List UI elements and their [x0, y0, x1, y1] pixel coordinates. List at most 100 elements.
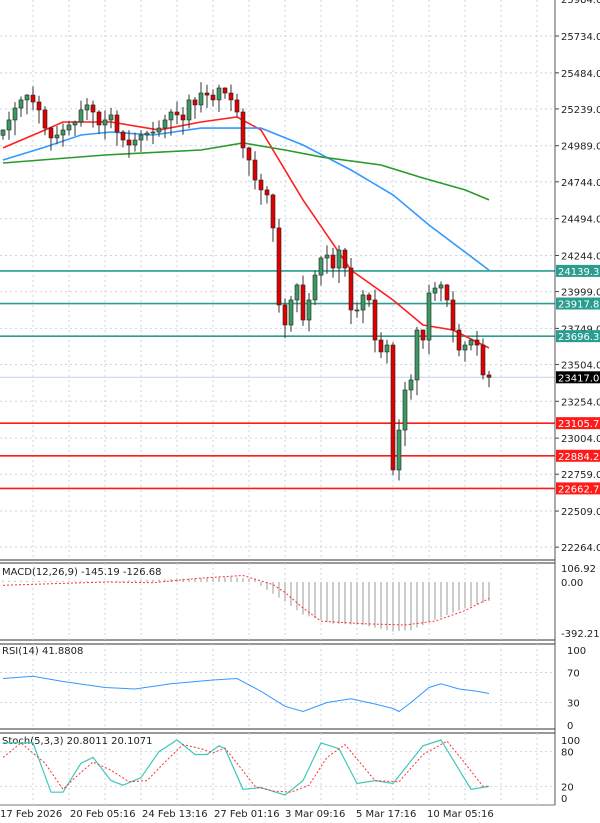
candle — [474, 339, 480, 346]
panel-gap — [0, 560, 555, 563]
candle — [84, 104, 90, 111]
moving-average-line — [2, 127, 490, 271]
macd-signal-line — [2, 574, 490, 626]
price-tick-label: 23749.0 — [561, 324, 600, 335]
stoch-signal-line — [2, 740, 489, 793]
price-tick-label: 25984.0 — [561, 0, 600, 6]
candle — [408, 379, 414, 391]
rsi-tick-label: 100 — [567, 646, 586, 657]
candle — [126, 139, 132, 146]
candle — [450, 299, 456, 331]
candle — [72, 121, 78, 126]
rsi-title: RSI(14) 41.8808 — [2, 646, 83, 657]
candle — [192, 99, 198, 106]
candle — [372, 299, 378, 341]
candle — [378, 339, 384, 353]
macd-title: MACD(12,26,9) -145.19 -126.68 — [2, 567, 162, 578]
price-tick-label: 22759.0 — [561, 470, 600, 481]
candle — [12, 107, 18, 121]
candle — [108, 114, 114, 121]
grid — [0, 0, 555, 806]
macd-panel: MACD(12,26,9) -145.19 -126.68 — [2, 567, 490, 632]
price-tick-label: 24744.0 — [561, 178, 600, 189]
candle — [138, 134, 144, 141]
stoch-panel: Stoch(5,3,3) 20.8011 20.1071 — [0, 736, 555, 796]
candle — [96, 111, 102, 126]
price-tick-label: 22509.0 — [561, 507, 600, 518]
candle — [234, 99, 240, 113]
candle — [432, 287, 438, 294]
candle — [354, 309, 360, 312]
candle — [216, 87, 222, 101]
moving-averages — [2, 116, 490, 349]
moving-average-line — [2, 116, 490, 349]
candle — [66, 124, 72, 131]
candle — [318, 257, 324, 276]
candle — [402, 389, 408, 431]
candles — [0, 82, 492, 481]
time-tick-label: 27 Feb 01:16 — [214, 809, 280, 819]
candle — [270, 194, 276, 229]
moving-average-line — [2, 142, 490, 201]
price-tick-label: 24494.0 — [561, 215, 600, 226]
price-tick-label: 22264.0 — [561, 543, 600, 554]
price-tick-label: 25734.0 — [561, 32, 600, 43]
price-axis[interactable]: 25984.0 25734.0 25484.0 25239.0 24989.0 24744… — [554, 0, 600, 805]
level-label-bg — [556, 482, 600, 495]
candle — [162, 119, 168, 129]
stoch-tick-label: 80 — [561, 748, 574, 759]
price-tick-label: 23504.0 — [561, 360, 600, 371]
candle — [48, 127, 54, 139]
time-tick-label: 5 Mar 17:16 — [356, 809, 416, 819]
stoch-main-line — [3, 739, 490, 796]
time-axis: 17 Feb 2026 20 Feb 05:16 24 Feb 13:16 27 Fe… — [0, 809, 494, 820]
time-tick-label: 17 Feb 2026 — [0, 809, 62, 819]
candle — [132, 139, 138, 146]
candle — [30, 94, 36, 103]
level-label-bg — [556, 330, 600, 343]
candle — [288, 299, 294, 326]
price-tick-label: 23999.0 — [561, 288, 600, 299]
time-tick-label: 24 Feb 13:16 — [142, 809, 208, 819]
macd-tick-label: 0.00 — [561, 578, 583, 589]
candle — [456, 329, 462, 351]
level-label: 23696.3 — [558, 332, 599, 343]
level-label: 24139.3 — [558, 267, 599, 278]
candle — [54, 134, 60, 139]
candle — [366, 294, 372, 301]
time-tick-label: 3 Mar 09:16 — [285, 809, 345, 819]
candle — [444, 284, 450, 301]
level-label-bg — [556, 449, 600, 462]
candle — [228, 92, 234, 101]
candle — [384, 344, 390, 353]
candle — [24, 94, 30, 101]
candle — [174, 111, 180, 116]
candle — [36, 101, 42, 111]
level-label-bg — [556, 417, 600, 430]
macd-tick-label: 106.92 — [561, 564, 596, 575]
candle — [264, 189, 270, 196]
panel-gap — [0, 640, 555, 644]
candle — [420, 329, 426, 341]
candle — [150, 131, 156, 134]
level-label: 22662.7 — [558, 484, 599, 495]
candle — [0, 129, 6, 136]
candle — [240, 111, 246, 149]
price-tick-label: 23254.0 — [561, 397, 600, 408]
candle — [120, 131, 126, 141]
price-tick-label: 24244.0 — [561, 251, 600, 262]
candle — [6, 119, 12, 131]
candle — [180, 114, 186, 121]
candle — [438, 284, 444, 289]
rsi-tick-label: 0 — [567, 721, 573, 732]
candle — [186, 99, 192, 121]
rsi-tick-label: 70 — [567, 669, 580, 680]
price-tick-label: 23004.0 — [561, 434, 600, 445]
candle — [300, 284, 306, 321]
candle — [156, 127, 162, 133]
candle — [486, 374, 492, 378]
candle — [312, 274, 318, 301]
candle — [78, 109, 84, 123]
rsi-line — [2, 675, 490, 713]
